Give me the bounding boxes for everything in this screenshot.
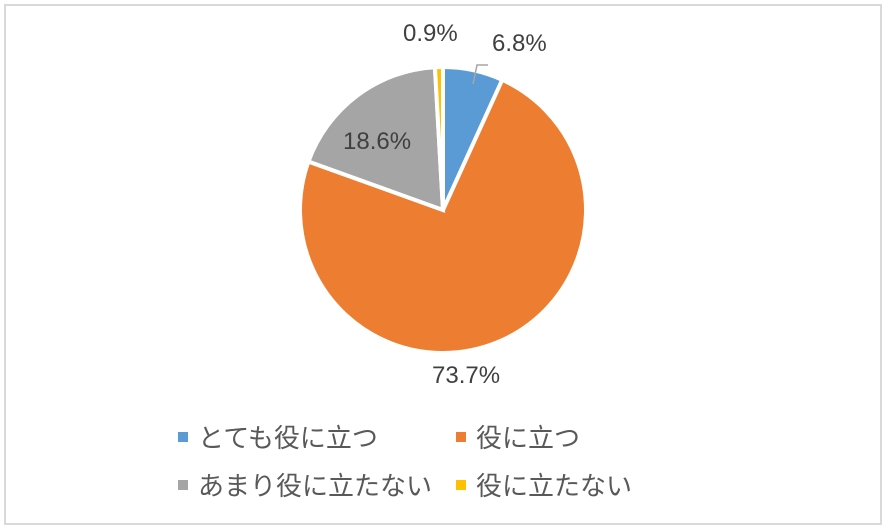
label-not-useful: 0.9% bbox=[403, 20, 458, 47]
legend-item-not-very-useful: あまり役に立たない bbox=[178, 466, 432, 503]
swatch-icon bbox=[456, 431, 466, 442]
slice-not-useful bbox=[432, 64, 445, 211]
label-very-useful: 6.8% bbox=[492, 30, 547, 57]
legend-item-very-useful: とても役に立つ bbox=[178, 418, 378, 455]
swatch-icon bbox=[178, 431, 188, 442]
legend-item-not-useful: 役に立たない bbox=[456, 466, 632, 503]
label-not-very-useful: 18.6% bbox=[343, 128, 412, 155]
slice-useful bbox=[298, 77, 588, 355]
label-useful: 73.7% bbox=[432, 362, 501, 389]
swatch-icon bbox=[178, 479, 188, 490]
legend-item-useful: 役に立つ bbox=[456, 418, 580, 455]
swatch-icon bbox=[456, 479, 466, 490]
slice-not-very-useful bbox=[305, 65, 446, 213]
leader-line bbox=[472, 64, 488, 85]
